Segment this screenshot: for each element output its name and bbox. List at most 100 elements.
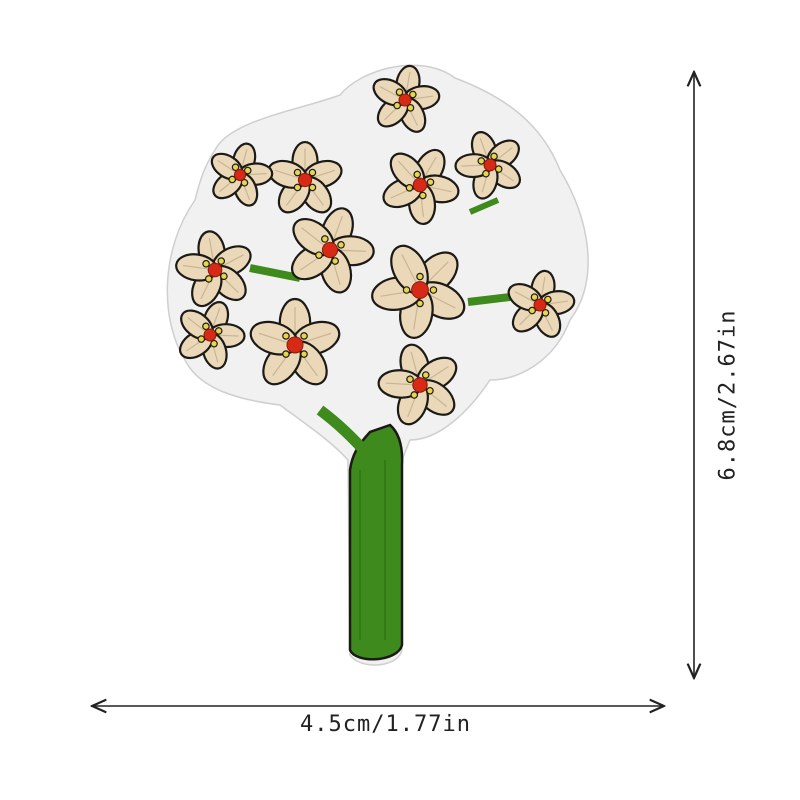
stamen-dot (528, 306, 536, 315)
flower-center (203, 328, 217, 342)
flower-center (412, 177, 428, 193)
flower-center (297, 172, 313, 188)
flower (249, 297, 341, 386)
stamen-dot (406, 104, 415, 112)
petal-stitch (379, 86, 400, 98)
stamen-dot (416, 272, 424, 281)
flower-center (398, 93, 412, 107)
stamen-dot (494, 165, 503, 173)
flower-center (207, 262, 223, 278)
petal-stitch (332, 215, 343, 244)
stamen-dot (405, 184, 414, 192)
petal-stitch (301, 227, 325, 246)
stamen-dot (530, 293, 539, 301)
stamen-dot (282, 350, 290, 358)
flower-center (483, 158, 497, 172)
stem (249, 197, 511, 661)
petal-stitch (422, 156, 437, 180)
stamen-dot (541, 309, 550, 317)
flower-cluster (175, 64, 576, 426)
stamen-dot (293, 183, 302, 192)
flower (377, 343, 458, 426)
petal-stitch (540, 276, 546, 300)
petal-stitch (258, 332, 288, 344)
petal-stitch (215, 334, 239, 337)
stamen-dot (402, 286, 411, 294)
flower (210, 142, 274, 207)
petal-stitch (274, 169, 299, 179)
stamen-dot (416, 299, 424, 308)
petal-stitch (397, 160, 416, 181)
stamen-dot (308, 183, 317, 192)
flower (507, 269, 576, 338)
petal-stitch (461, 164, 485, 167)
stamen-dot (214, 327, 223, 335)
stamen-dot (217, 257, 226, 265)
petal-stitch (187, 316, 206, 332)
stamen-dot (204, 275, 213, 283)
stamen-dot (429, 286, 438, 294)
petal-stitch (182, 264, 209, 270)
petal-stitch (494, 146, 513, 162)
petal-stitch (425, 261, 449, 285)
petal-stitch (426, 185, 452, 193)
petal-stitch (337, 249, 367, 252)
stamen-dot (240, 178, 249, 187)
stamen-dot (210, 339, 218, 348)
stamen-dot (231, 163, 240, 172)
petal-stitch (208, 238, 215, 264)
stamen-dot (421, 371, 430, 379)
stamen-dot (426, 178, 435, 186)
patch-backing (166, 64, 589, 666)
flower (291, 207, 375, 294)
stamen-dot (321, 235, 329, 243)
stamen-dot (393, 101, 401, 110)
flower (267, 140, 343, 214)
petal-stitch (405, 71, 411, 95)
height-dimension-label: 6.8cm/2.67in (715, 309, 741, 481)
flower (175, 230, 252, 308)
stamen-dot (202, 322, 210, 331)
petal-stitch (302, 332, 332, 344)
flower-center (321, 241, 339, 259)
stamen-dot (293, 168, 302, 177)
flower (382, 148, 460, 226)
petal-stitch (385, 382, 413, 386)
stamen-dot (308, 168, 317, 177)
flower-center (233, 168, 247, 182)
stamen-dot (490, 152, 498, 161)
stamen-dot (243, 166, 252, 175)
flower-center (286, 336, 304, 354)
flower-center (411, 281, 429, 299)
stamen-dot (395, 88, 404, 96)
stamen-dot (282, 332, 290, 340)
flower (372, 64, 441, 133)
petal-stitch (514, 291, 535, 303)
petal-stitch (220, 254, 244, 268)
flower (371, 244, 466, 339)
stamen-dot (482, 169, 490, 178)
petal-stitch (401, 254, 417, 283)
stamen-dot (406, 375, 414, 384)
stamen-dot (337, 241, 345, 249)
stamen-dot (409, 90, 417, 99)
stamen-dot (300, 350, 308, 358)
petal-stitch (217, 160, 236, 173)
flower-center (412, 377, 428, 393)
stamen-dot (413, 170, 421, 179)
stamen-dot (300, 332, 308, 340)
petal-stitch (240, 149, 248, 170)
stamen-dot (544, 295, 552, 304)
flower (178, 301, 246, 370)
stamen-dot (419, 191, 427, 200)
petal-stitch (427, 293, 456, 309)
stamen-dot (331, 257, 339, 265)
petal-stitch (211, 308, 221, 330)
stamen-dot (315, 251, 323, 259)
petal-stitch (425, 365, 450, 382)
width-dimension-label: 4.5cm/1.77in (300, 712, 471, 737)
petal-stitch (410, 351, 419, 379)
stamen-dot (410, 391, 419, 399)
